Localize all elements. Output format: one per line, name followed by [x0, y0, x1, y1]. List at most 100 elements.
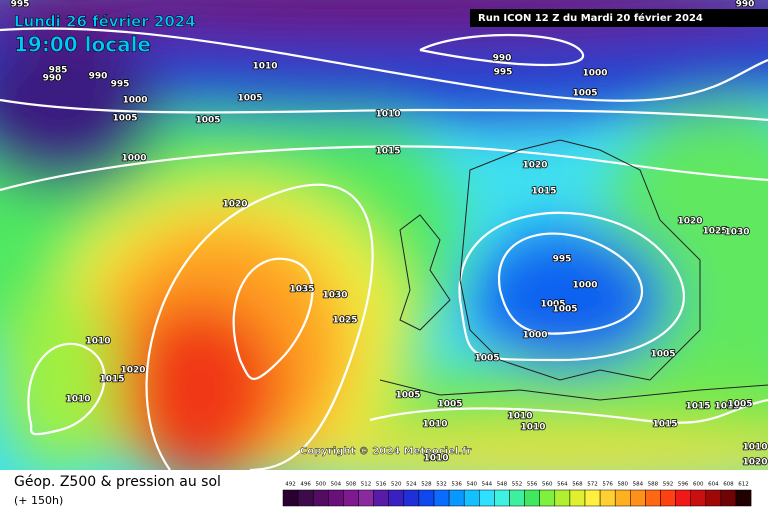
- isobar-label: 1005: [540, 300, 565, 310]
- colorbar-label: 528: [421, 482, 432, 488]
- isobar-label: 1020: [522, 161, 547, 171]
- run-info: Run ICON 12 Z du Mardi 20 février 2024: [478, 12, 703, 24]
- colorbar-label: 592: [663, 482, 674, 488]
- isobar-label: 1015: [99, 375, 124, 385]
- colorbar-label: 496: [300, 482, 311, 488]
- colorbar-label: 516: [376, 482, 387, 488]
- isobar-label: 985: [49, 66, 68, 76]
- colorbar-swatch: [418, 489, 435, 507]
- colorbar-label: 612: [738, 482, 749, 488]
- isobar-label: 1010: [423, 454, 448, 464]
- colorbar-swatch: [539, 489, 556, 507]
- colorbar-label: 548: [497, 482, 508, 488]
- colorbar-label: 552: [512, 482, 523, 488]
- colorbar-swatch: [373, 489, 389, 507]
- colorbar-swatch: [312, 489, 329, 507]
- isobars: [0, 27, 768, 470]
- colorbar-swatch: [403, 489, 420, 507]
- colorbar-label: 536: [451, 482, 462, 488]
- isobar-label: 1000: [122, 96, 147, 106]
- isobar-label: 1000: [572, 281, 597, 291]
- colorbar-swatch: [282, 489, 299, 507]
- colorbar-label: 588: [648, 482, 659, 488]
- isobar-label: 1005: [237, 94, 262, 104]
- colorbar-label: 608: [723, 482, 734, 488]
- colorbar-label: 508: [346, 482, 357, 488]
- colorbar-swatch: [524, 489, 540, 507]
- colorbar-swatch: [463, 489, 480, 507]
- colorbar-swatch: [705, 489, 722, 507]
- colorbar-label: 556: [527, 482, 538, 488]
- colorbar-label: 540: [467, 482, 478, 488]
- isobar-label: 1010: [85, 337, 110, 347]
- colorbar-label: 492: [285, 482, 296, 488]
- isobar-label: 1030: [724, 228, 749, 238]
- colorbar-label: 520: [391, 482, 402, 488]
- colorbar-swatch: [630, 489, 646, 507]
- colorbar-swatch: [509, 489, 525, 507]
- isobar-label: 1005: [437, 400, 462, 410]
- isobar-label: 1010: [742, 443, 767, 453]
- isobar-label: 1025: [702, 227, 727, 237]
- colorbar-swatch: [328, 489, 344, 507]
- colorbar-label: 600: [693, 482, 704, 488]
- colorbar-swatch: [599, 489, 616, 507]
- footer-title: Géop. Z500 & pression au sol: [14, 474, 221, 490]
- isobar-label: 1035: [289, 285, 314, 295]
- colorbar-label: 568: [572, 482, 583, 488]
- isobar-label: 1015: [531, 187, 556, 197]
- isobar-label: 1005: [727, 400, 752, 410]
- coastlines: [379, 139, 768, 401]
- run-banner: [470, 9, 768, 27]
- colorbar-swatch: [690, 489, 707, 507]
- colorbar-swatch: [448, 489, 465, 507]
- colorbar-swatch: [297, 489, 314, 507]
- colorbar-swatch: [494, 489, 510, 507]
- isobar-label: 990: [736, 0, 755, 10]
- colorbar-label: 524: [406, 482, 417, 488]
- colorbar-swatch: [614, 489, 631, 507]
- isobar-label: 1005: [552, 305, 577, 315]
- isobar-label: 1030: [322, 291, 347, 301]
- isobar-label: 1010: [375, 110, 400, 120]
- isobar-label: 1015: [652, 420, 677, 430]
- isobar-label: 995: [11, 0, 30, 10]
- isobar-label: 995: [111, 80, 130, 90]
- isobar-label: 990: [43, 74, 62, 84]
- isobar-label: 1015: [375, 147, 400, 157]
- isobar-label: 1015: [714, 402, 739, 412]
- isobar-label: 995: [553, 255, 572, 265]
- colorbar-swatch: [388, 489, 405, 507]
- isobar-label: 990: [89, 72, 108, 82]
- isobar-label: 1010: [252, 62, 277, 72]
- colorbar-swatch: [343, 489, 359, 507]
- colorbar-swatch: [720, 489, 737, 507]
- colorbar-label: 572: [587, 482, 598, 488]
- isobar-label: 1005: [650, 350, 675, 360]
- colorbar-label: 544: [482, 482, 493, 488]
- colorbar-label: 576: [602, 482, 613, 488]
- forecast-time: 19:00 locale: [14, 33, 151, 57]
- isobar-label: 1005: [112, 114, 137, 124]
- footer-lead: (+ 150h): [14, 494, 63, 507]
- colorbar-label: 512: [361, 482, 372, 488]
- isobar-label: 1000: [121, 154, 146, 164]
- isobar-label: 1010: [422, 420, 447, 430]
- colorbar-swatch: [569, 489, 586, 507]
- isobar-label: 1010: [520, 423, 545, 433]
- colorbar-label: 504: [331, 482, 342, 488]
- colorbar-label: 564: [557, 482, 568, 488]
- colorbar-label: 560: [542, 482, 553, 488]
- colorbar-label: 532: [436, 482, 447, 488]
- colorbar-swatch: [735, 489, 752, 507]
- isobar-label: 1005: [195, 116, 220, 126]
- colorbar-label: 596: [678, 482, 689, 488]
- isobar-label: 1005: [474, 354, 499, 364]
- isobar-label: 1020: [742, 458, 767, 468]
- colorbar-swatch: [358, 489, 374, 507]
- colorbar-swatch: [675, 489, 691, 507]
- isobar-label: 1020: [120, 366, 145, 376]
- isobar-label: 1025: [332, 316, 357, 326]
